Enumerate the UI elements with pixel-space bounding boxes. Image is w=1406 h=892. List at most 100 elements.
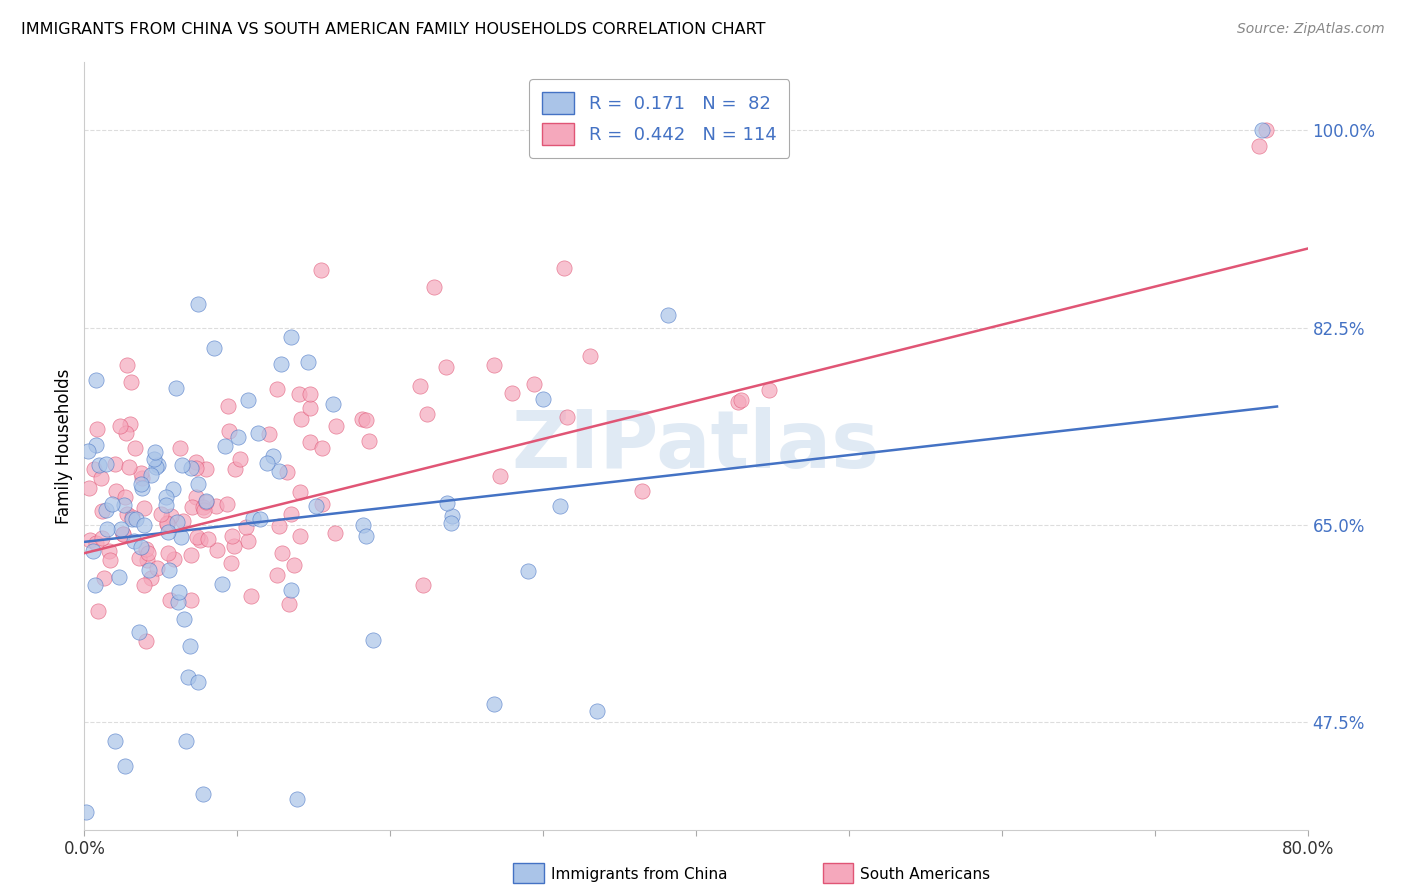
Point (194, 493, 217, 508)
Point (730, 392, 752, 407)
Point (186, 455, 208, 469)
Point (174, 734, 197, 748)
Point (1254, 122, 1277, 136)
Point (110, 522, 132, 536)
Point (179, 640, 201, 654)
Point (77, 481, 100, 495)
Point (247, 425, 270, 440)
Point (548, 500, 571, 514)
Point (120, 376, 142, 390)
Point (84, 437, 107, 451)
Point (222, 539, 245, 553)
Point (309, 263, 332, 277)
Point (166, 515, 188, 529)
Point (517, 564, 540, 578)
Point (120, 417, 142, 431)
Point (111, 527, 134, 541)
Point (408, 379, 430, 393)
Point (422, 280, 444, 294)
Point (86, 422, 108, 436)
Point (555, 410, 578, 425)
Point (267, 463, 290, 477)
Point (278, 597, 301, 611)
Point (657, 308, 679, 322)
Point (276, 465, 298, 479)
Point (96, 522, 118, 536)
Point (305, 499, 328, 513)
Point (122, 534, 145, 549)
Point (146, 458, 169, 472)
Point (90, 471, 112, 485)
Point (482, 697, 505, 711)
Point (96, 503, 118, 517)
Point (165, 381, 187, 395)
Point (290, 412, 312, 426)
Point (186, 477, 208, 491)
Point (156, 546, 179, 560)
Point (108, 418, 131, 433)
Point (155, 498, 177, 512)
Point (758, 383, 780, 397)
Point (271, 546, 294, 560)
Point (173, 612, 195, 626)
Point (136, 546, 159, 560)
Text: South Americans: South Americans (860, 867, 991, 881)
Point (172, 458, 194, 473)
Point (727, 394, 749, 409)
Point (169, 442, 191, 456)
Point (83, 578, 105, 592)
Point (434, 359, 457, 374)
Point (322, 397, 344, 411)
Point (325, 418, 347, 433)
Point (191, 500, 214, 514)
Point (180, 461, 202, 475)
Point (217, 497, 239, 511)
Point (242, 510, 264, 524)
Point (239, 589, 262, 603)
Point (145, 459, 167, 474)
Point (141, 571, 163, 585)
Point (218, 424, 240, 438)
Text: Immigrants from China: Immigrants from China (551, 867, 728, 881)
Point (139, 468, 162, 483)
Point (235, 520, 257, 534)
Point (180, 549, 202, 563)
Point (236, 393, 259, 408)
Point (103, 457, 125, 471)
Point (98, 544, 121, 558)
Point (114, 425, 136, 440)
Point (190, 533, 212, 548)
Legend: R =  0.171   N =  82, R =  0.442   N = 114: R = 0.171 N = 82, R = 0.442 N = 114 (529, 79, 789, 158)
Point (187, 297, 209, 311)
Point (280, 582, 302, 597)
Point (266, 567, 288, 582)
Point (229, 452, 252, 467)
Point (112, 527, 135, 541)
Point (585, 704, 607, 718)
Point (280, 330, 302, 344)
Point (214, 439, 236, 453)
Point (484, 359, 506, 373)
Point (288, 484, 311, 499)
Point (489, 469, 512, 483)
Point (361, 633, 384, 648)
Point (136, 553, 159, 567)
Point (416, 407, 439, 421)
Point (531, 392, 554, 406)
Point (157, 524, 180, 539)
Point (323, 525, 346, 540)
Point (285, 791, 308, 805)
Point (155, 490, 177, 504)
Point (238, 534, 260, 549)
Point (357, 434, 380, 449)
Point (101, 497, 124, 511)
Point (195, 494, 218, 508)
Point (191, 787, 214, 801)
Point (204, 499, 226, 513)
Point (156, 516, 179, 530)
Point (143, 445, 166, 459)
Point (87, 604, 110, 618)
Point (118, 459, 141, 474)
Point (135, 541, 157, 556)
Point (169, 585, 191, 599)
